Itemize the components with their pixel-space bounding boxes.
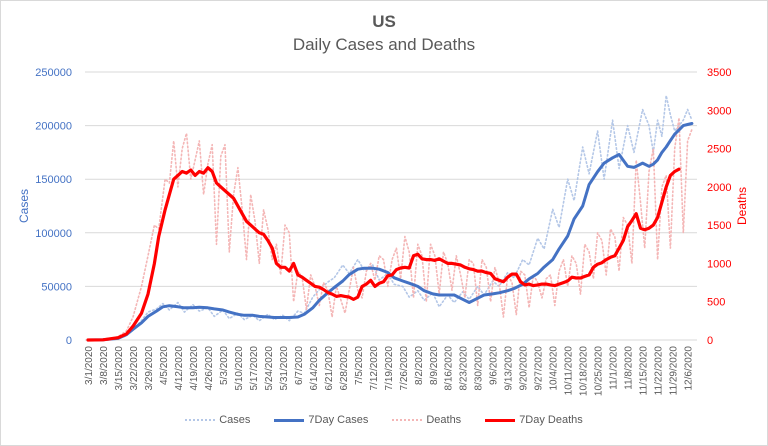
x-tick-label: 6/28/2020 — [339, 346, 350, 391]
y-tick-label-left: 50000 — [41, 281, 72, 293]
legend-item-deaths: Deaths — [392, 414, 461, 426]
series-line-7day-deaths — [86, 166, 681, 342]
x-tick-label: 5/31/2020 — [279, 346, 290, 391]
x-tick-label: 3/1/2020 — [84, 346, 95, 385]
chart-title: US — [372, 12, 396, 31]
y-tick-label-left: 250000 — [35, 67, 72, 79]
x-tick-label: 12/6/2020 — [684, 346, 695, 391]
x-tick-label: 4/12/2020 — [174, 346, 185, 391]
y-axis-label-right: Deaths — [735, 187, 749, 225]
x-tick-label: 10/25/2020 — [594, 346, 605, 396]
y-axis-label-left: Cases — [17, 189, 31, 223]
chart-subtitle: Daily Cases and Deaths — [292, 35, 476, 54]
x-tick-label: 7/12/2020 — [369, 346, 380, 391]
y-tick-label-right: 2500 — [707, 144, 731, 156]
legend-label-7day-cases: 7Day Cases — [308, 414, 369, 426]
series-line-deaths — [87, 117, 693, 341]
x-tick-label: 10/18/2020 — [579, 346, 590, 396]
y-tick-label-right: 3000 — [707, 105, 731, 117]
x-tick-label: 11/8/2020 — [624, 346, 635, 390]
x-tick-label: 11/1/2020 — [609, 346, 620, 390]
series-line-cases — [87, 94, 693, 341]
y-tick-label-right: 1000 — [707, 258, 731, 270]
x-tick-label: 8/30/2020 — [474, 346, 485, 391]
x-tick-label: 4/19/2020 — [189, 346, 200, 391]
x-tick-label: 9/20/2020 — [519, 346, 530, 391]
legend-swatch-7day-deaths — [485, 418, 516, 422]
x-tick-label: 3/29/2020 — [144, 346, 155, 391]
legend-label-cases: Cases — [219, 414, 251, 426]
x-tick-label: 3/8/2020 — [99, 346, 110, 385]
y-tick-label-left: 200000 — [35, 121, 72, 133]
y-tick-label-right: 3500 — [707, 67, 731, 79]
x-tick-label: 8/2/2020 — [414, 346, 425, 385]
legend-label-deaths: Deaths — [426, 414, 462, 426]
y-tick-label-right: 2000 — [707, 182, 731, 194]
x-tick-label: 9/27/2020 — [534, 346, 545, 391]
y-tick-label-left: 150000 — [35, 174, 72, 186]
legend-swatch-deaths — [392, 419, 423, 421]
y-tick-label-right: 1500 — [707, 220, 731, 232]
x-tick-label: 8/16/2020 — [444, 346, 455, 391]
x-tick-label: 7/19/2020 — [384, 346, 395, 391]
x-tick-label: 10/4/2020 — [549, 346, 560, 391]
legend-label-7day-deaths: 7Day Deaths — [519, 414, 583, 426]
x-tick-label: 8/9/2020 — [429, 346, 440, 385]
legend-item-7day-cases: 7Day Cases — [274, 414, 368, 426]
chart-legend: Cases 7Day Cases Deaths 7Day Deaths — [0, 414, 768, 426]
legend-item-7day-deaths: 7Day Deaths — [485, 414, 583, 426]
legend-swatch-cases — [185, 419, 216, 421]
x-tick-label: 10/11/2020 — [564, 346, 575, 396]
legend-swatch-7day-cases — [274, 418, 305, 422]
x-tick-label: 5/3/2020 — [219, 346, 230, 385]
legend-item-cases: Cases — [185, 414, 250, 426]
x-tick-label: 7/26/2020 — [399, 346, 410, 391]
x-tick-label: 3/22/2020 — [129, 346, 140, 391]
x-tick-label: 5/24/2020 — [264, 346, 275, 391]
x-tick-label: 5/10/2020 — [234, 346, 245, 391]
x-tick-label: 6/21/2020 — [324, 346, 335, 391]
x-tick-label: 7/5/2020 — [354, 346, 365, 385]
y-tick-label-right: 500 — [707, 297, 725, 309]
x-tick-label: 11/15/2020 — [639, 346, 650, 396]
x-tick-label: 5/17/2020 — [249, 346, 260, 391]
y-tick-label-left: 0 — [66, 335, 72, 347]
y-tick-label-right: 0 — [707, 335, 713, 347]
y-tick-label-left: 100000 — [35, 228, 72, 240]
x-tick-label: 6/14/2020 — [309, 346, 320, 391]
x-tick-label: 3/15/2020 — [114, 346, 125, 391]
x-tick-label: 4/26/2020 — [204, 346, 215, 391]
series-line-7day-cases — [86, 122, 694, 342]
x-tick-label: 11/29/2020 — [669, 346, 680, 396]
x-tick-label: 6/7/2020 — [294, 346, 305, 385]
x-tick-label: 9/13/2020 — [504, 346, 515, 391]
x-tick-label: 8/23/2020 — [459, 346, 470, 391]
x-tick-label: 11/22/2020 — [654, 346, 665, 396]
x-tick-label: 9/6/2020 — [489, 346, 500, 385]
x-tick-label: 4/5/2020 — [159, 346, 170, 385]
